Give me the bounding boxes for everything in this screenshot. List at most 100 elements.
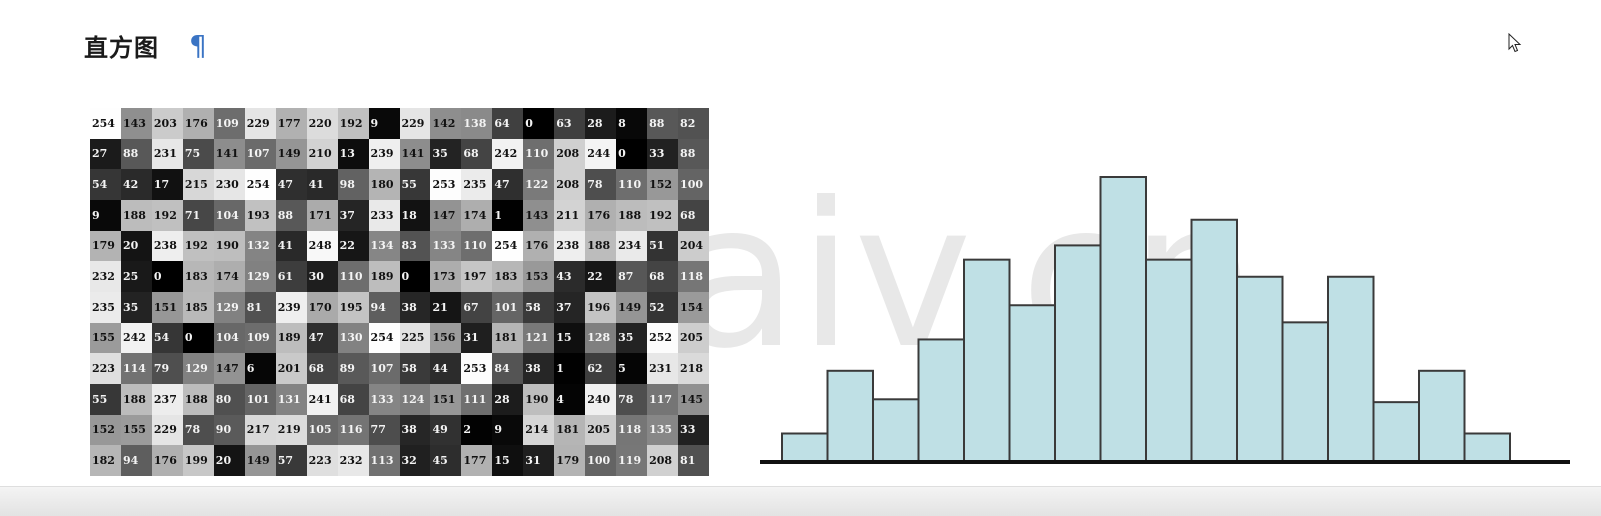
mouse-cursor-icon: [1508, 33, 1522, 53]
pixel-cell: 41: [275, 230, 307, 262]
pixel-cell: 188: [120, 383, 152, 415]
pixel-cell: 153: [523, 261, 555, 292]
pixel-cell: 220: [306, 108, 338, 139]
pixel-cell: 229: [151, 414, 183, 446]
histogram-bar: [872, 398, 920, 464]
histogram-bar: [1327, 275, 1375, 463]
pixel-cell: 208: [554, 169, 586, 200]
pixel-cell: 67: [461, 291, 493, 323]
pixel-cell: 45: [430, 445, 462, 476]
pixel-cell: 214: [523, 414, 555, 446]
pixel-cell: 177: [275, 108, 307, 139]
pixel-cell: 179: [554, 445, 586, 476]
pixel-cell: 130: [337, 322, 369, 354]
pixel-cell: 109: [244, 322, 276, 354]
pixel-cell: 176: [585, 199, 617, 231]
pixel-cell: 131: [275, 383, 307, 415]
pixel-cell: 205: [585, 414, 617, 446]
heading-row: 直方图 ¶: [84, 28, 207, 62]
pixel-cell: 145: [678, 383, 709, 415]
paragraph-mark-icon[interactable]: ¶: [189, 28, 207, 62]
pixel-cell: 110: [523, 138, 555, 170]
pixel-cell: 189: [368, 261, 400, 292]
pixel-cell: 101: [244, 383, 276, 415]
pixel-cell: 5: [616, 353, 648, 384]
pixel-cell: 113: [368, 445, 400, 476]
pixel-cell: 105: [306, 414, 338, 446]
pixel-cell: 119: [616, 445, 648, 476]
pixel-cell: 242: [492, 138, 524, 170]
pixel-cell: 129: [182, 353, 214, 384]
pixel-cell: 78: [585, 169, 617, 200]
pixel-cell: 133: [430, 230, 462, 262]
pixel-cell: 174: [213, 261, 245, 292]
pixel-cell: 124: [399, 383, 431, 415]
pixel-cell: 114: [120, 353, 152, 384]
pixel-cell: 44: [430, 353, 462, 384]
pixel-cell: 62: [585, 353, 617, 384]
histogram-bar: [1054, 244, 1102, 464]
pixel-cell: 80: [213, 383, 245, 415]
pixel-cell: 248: [306, 230, 338, 262]
pixel-cell: 33: [678, 414, 709, 446]
pixel-cell: 192: [337, 108, 369, 139]
pixel-cell: 171: [306, 199, 338, 231]
pixel-cell: 121: [523, 322, 555, 354]
pixel-cell: 88: [678, 138, 709, 170]
pixel-cell: 79: [151, 353, 183, 384]
pixel-cell: 155: [120, 414, 152, 446]
pixel-cell: 190: [213, 230, 245, 262]
pixel-cell: 143: [120, 108, 152, 139]
pixel-cell: 192: [151, 199, 183, 231]
pixel-cell: 182: [90, 445, 121, 476]
pixel-cell: 42: [120, 169, 152, 200]
pixel-cell: 84: [492, 353, 524, 384]
pixel-cell: 208: [647, 445, 679, 476]
bottom-scroll-bar[interactable]: [0, 486, 1601, 516]
histogram-bar: [917, 338, 965, 463]
pixel-cell: 151: [430, 383, 462, 415]
pixel-cell: 204: [678, 230, 709, 262]
pixel-cell: 20: [213, 445, 245, 476]
pixel-cell: 188: [616, 199, 648, 231]
pixel-cell: 233: [368, 199, 400, 231]
pixel-cell: 192: [647, 199, 679, 231]
pixel-cell: 196: [585, 291, 617, 323]
pixel-cell: 132: [244, 230, 276, 262]
pixel-cell: 199: [182, 445, 214, 476]
pixel-cell: 180: [368, 169, 400, 200]
pixel-cell: 177: [461, 445, 493, 476]
pixel-cell: 58: [523, 291, 555, 323]
pixel-cell: 107: [244, 138, 276, 170]
pixel-cell: 183: [182, 261, 214, 292]
histogram-chart: [760, 176, 1570, 464]
pixel-cell: 147: [430, 199, 462, 231]
pixel-cell: 9: [368, 108, 400, 139]
pixel-cell: 6: [244, 353, 276, 384]
pixel-cell: 151: [151, 291, 183, 323]
histogram-bar: [826, 369, 874, 463]
pixel-cell: 129: [244, 261, 276, 292]
pixel-cell: 181: [492, 322, 524, 354]
pixel-cell: 81: [244, 291, 276, 323]
pixel-cell: 15: [492, 445, 524, 476]
pixel-cell: 232: [90, 261, 121, 292]
pixel-cell: 149: [616, 291, 648, 323]
pixel-cell: 176: [182, 108, 214, 139]
pixel-cell: 111: [461, 383, 493, 415]
pixel-cell: 38: [399, 291, 431, 323]
pixel-cell: 238: [151, 230, 183, 262]
pixel-cell: 122: [523, 169, 555, 200]
pixel-cell: 90: [213, 414, 245, 446]
pixel-cell: 188: [120, 199, 152, 231]
pixel-cell: 149: [244, 445, 276, 476]
pixel-cell: 193: [244, 199, 276, 231]
pixel-cell: 253: [461, 353, 493, 384]
pixel-cell: 231: [647, 353, 679, 384]
pixel-cell: 89: [337, 353, 369, 384]
pixel-cell: 238: [554, 230, 586, 262]
histogram-bar: [963, 258, 1011, 464]
pixel-cell: 104: [213, 199, 245, 231]
pixel-cell: 149: [275, 138, 307, 170]
pixel-cell: 239: [275, 291, 307, 323]
